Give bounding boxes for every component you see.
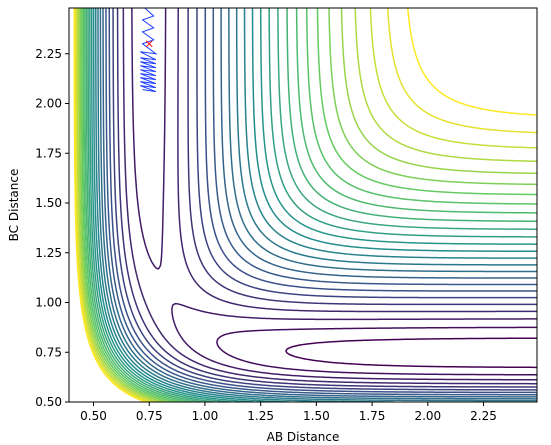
contour-line bbox=[79, 8, 537, 402]
y-tick-label: 1.00 bbox=[35, 296, 62, 310]
y-tick-label: 2.00 bbox=[35, 97, 62, 111]
y-tick-label: 1.50 bbox=[35, 196, 62, 210]
contour-line bbox=[84, 8, 537, 402]
contour-line bbox=[78, 8, 537, 402]
y-tick-label: 1.25 bbox=[35, 246, 62, 260]
axes-frame bbox=[68, 7, 538, 403]
contour-line bbox=[99, 8, 537, 400]
y-tick-label: 0.50 bbox=[35, 395, 62, 409]
plot-area bbox=[73, 8, 537, 402]
contour-line bbox=[82, 8, 537, 402]
contour-line bbox=[108, 8, 537, 394]
contour-line bbox=[75, 8, 537, 402]
y-tick-label: 0.75 bbox=[35, 345, 62, 359]
y-tick-label: 2.25 bbox=[35, 47, 62, 61]
contour-line bbox=[112, 8, 537, 391]
contour-line bbox=[105, 8, 537, 396]
contour-line bbox=[87, 8, 537, 402]
contour-line bbox=[116, 8, 537, 388]
x-tick-label: 2.00 bbox=[414, 409, 441, 423]
x-tick-label: 0.50 bbox=[80, 409, 107, 423]
contour-line bbox=[74, 8, 537, 402]
contour-line bbox=[89, 8, 537, 402]
x-tick-label: 1.75 bbox=[359, 409, 386, 423]
x-tick-label: 1.25 bbox=[247, 409, 274, 423]
start-marker bbox=[145, 40, 153, 48]
y-tick-label: 1.75 bbox=[35, 146, 62, 160]
contour-line bbox=[81, 8, 537, 402]
trajectory bbox=[140, 8, 158, 93]
contour-line bbox=[85, 8, 537, 402]
y-axis-label: BC Distance bbox=[7, 169, 21, 242]
contour-line bbox=[94, 8, 537, 402]
x-tick-label: 1.00 bbox=[192, 409, 219, 423]
contour-line bbox=[216, 326, 537, 376]
contour-line bbox=[73, 8, 537, 402]
x-axis-label: AB Distance bbox=[267, 430, 340, 444]
contour-line bbox=[90, 8, 537, 402]
x-tick-label: 2.25 bbox=[470, 409, 497, 423]
x-tick-label: 1.50 bbox=[303, 409, 330, 423]
contour-line bbox=[97, 8, 537, 402]
contour-line bbox=[131, 8, 537, 381]
contour-line bbox=[285, 337, 537, 369]
contour-line bbox=[92, 8, 537, 402]
contour-line bbox=[77, 8, 537, 402]
contour-line bbox=[102, 8, 537, 398]
contour-line bbox=[122, 8, 537, 385]
x-tick-label: 0.75 bbox=[136, 409, 163, 423]
